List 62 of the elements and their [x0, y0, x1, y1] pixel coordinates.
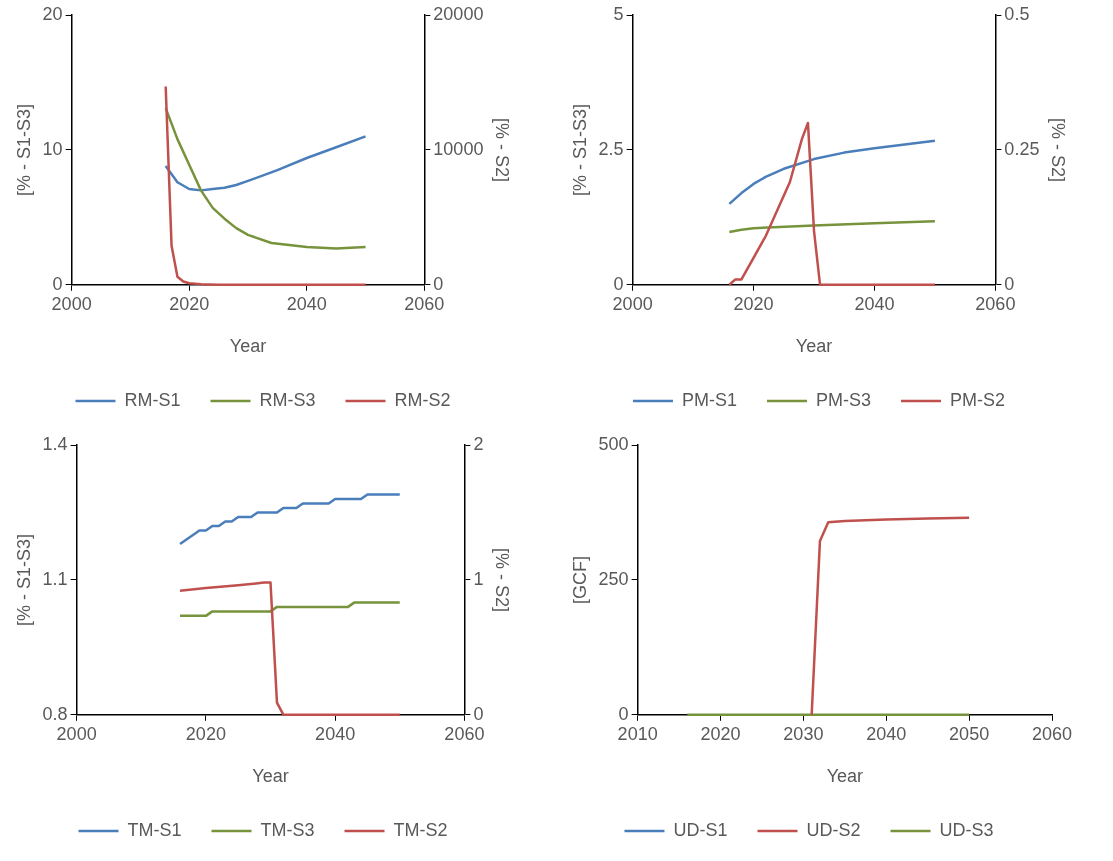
- legend-label: RM-S2: [394, 389, 451, 410]
- y2-tick-label: 20000: [433, 3, 484, 24]
- y-axis-title: [% - S1-S3]: [13, 103, 34, 196]
- legend-label: PM-S3: [815, 389, 872, 410]
- y2-axis-title: [% - S2]: [1048, 117, 1069, 182]
- y-tick-label: 250: [598, 568, 629, 589]
- x-tick-label: 2020: [733, 293, 774, 314]
- x-tick-label: 2000: [612, 293, 653, 314]
- y2-tick-label: 0: [1004, 273, 1015, 294]
- y2-tick-label: 1: [473, 568, 484, 589]
- y-tick-label: 1.1: [42, 568, 68, 589]
- y2-tick-label: 2: [473, 433, 484, 454]
- y-axis-title: [% - S1-S3]: [569, 103, 590, 196]
- x-tick-label: 2060: [1031, 723, 1073, 744]
- y2-axis-title: [% - S2]: [492, 117, 513, 182]
- x-tick-label: 2020: [185, 723, 226, 744]
- x-tick-label: 2060: [444, 723, 485, 744]
- legend-label: UD-S2: [806, 819, 861, 840]
- x-tick-label: 2020: [169, 293, 210, 314]
- y-tick-label: 0: [613, 273, 624, 294]
- x-axis-title: Year: [795, 336, 833, 357]
- x-tick-label: 2040: [286, 293, 327, 314]
- x-tick-label: 2060: [975, 293, 1016, 314]
- y-axis-title: [% - S1-S3]: [13, 533, 34, 626]
- y-tick-label: 20: [42, 3, 63, 24]
- y2-tick-label: 0.5: [1004, 3, 1030, 24]
- legend-label: TM-S3: [260, 819, 315, 840]
- y-tick-label: 0: [618, 703, 629, 724]
- x-axis-title: Year: [229, 336, 267, 357]
- y-tick-label: 2.5: [598, 138, 624, 159]
- legend-label: RM-S1: [124, 389, 181, 410]
- y-tick-label: 1.4: [42, 433, 68, 454]
- legend-label: PM-S2: [950, 389, 1006, 410]
- y2-tick-label: 0.25: [1004, 138, 1040, 159]
- x-tick-label: 2040: [854, 293, 895, 314]
- y2-tick-label: 0: [433, 273, 444, 294]
- legend-label: UD-S3: [939, 819, 994, 840]
- y2-tick-label: 10000: [433, 138, 484, 159]
- x-tick-label: 2040: [315, 723, 356, 744]
- y2-tick-label: 0: [473, 703, 484, 724]
- y-tick-label: 0.8: [42, 703, 68, 724]
- x-tick-label: 2000: [51, 293, 92, 314]
- legend-label: UD-S1: [673, 819, 728, 840]
- x-tick-label: 2020: [700, 723, 741, 744]
- y-tick-label: 500: [598, 433, 629, 454]
- y2-axis-title: [% - S2]: [492, 547, 513, 612]
- x-axis-title: Year: [826, 766, 863, 787]
- x-axis-title: Year: [252, 766, 289, 787]
- y-tick-label: 10: [42, 138, 63, 159]
- y-tick-label: 5: [613, 3, 624, 24]
- x-tick-label: 2060: [404, 293, 445, 314]
- x-tick-label: 2010: [617, 723, 658, 744]
- x-tick-label: 2050: [949, 723, 990, 744]
- y-tick-label: 0: [52, 273, 63, 294]
- x-tick-label: 2030: [783, 723, 824, 744]
- legend-label: TM-S1: [127, 819, 182, 840]
- legend-label: PM-S1: [681, 389, 737, 410]
- y-axis-title: [GCF]: [569, 555, 590, 604]
- legend-label: TM-S2: [393, 819, 448, 840]
- x-tick-label: 2000: [56, 723, 97, 744]
- x-tick-label: 2040: [866, 723, 907, 744]
- legend-label: RM-S3: [259, 389, 316, 410]
